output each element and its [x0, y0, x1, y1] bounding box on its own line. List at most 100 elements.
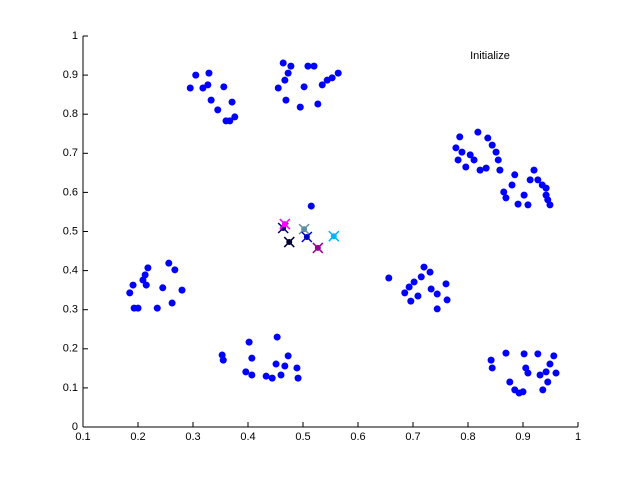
point	[279, 59, 287, 67]
point	[470, 156, 478, 164]
point	[296, 103, 304, 111]
point	[168, 299, 176, 307]
centroid-cross	[328, 230, 340, 242]
y-tick-label: 1	[72, 30, 78, 42]
point	[314, 100, 322, 108]
x-tick-label: 0.6	[350, 431, 365, 443]
point	[524, 201, 532, 209]
point	[405, 283, 413, 291]
point	[458, 148, 466, 156]
x-tick-label: 0.2	[130, 431, 145, 443]
point	[220, 83, 228, 91]
point	[482, 164, 490, 172]
point	[294, 374, 302, 382]
point	[165, 259, 173, 267]
point	[550, 352, 558, 360]
point	[488, 364, 496, 372]
y-tick-label: 0.7	[63, 147, 78, 159]
point	[474, 128, 482, 136]
point	[385, 274, 393, 282]
point	[204, 81, 212, 89]
point	[552, 369, 560, 377]
point	[242, 368, 250, 376]
x-tick-label: 0.3	[185, 431, 200, 443]
point	[443, 296, 451, 304]
point	[494, 156, 502, 164]
x-tick-label: 0.7	[405, 431, 420, 443]
point	[420, 263, 428, 271]
point	[526, 176, 534, 184]
point	[307, 202, 315, 210]
point	[519, 388, 527, 396]
point	[304, 62, 312, 70]
point	[488, 141, 496, 149]
point	[248, 354, 256, 362]
point	[414, 292, 422, 300]
x-tick-label: 0.8	[460, 431, 475, 443]
centroid-cross	[312, 242, 324, 254]
point	[144, 264, 152, 272]
point	[410, 278, 418, 286]
point	[334, 69, 342, 77]
point	[214, 106, 222, 114]
point	[546, 360, 554, 368]
y-tick-label: 0.3	[63, 304, 78, 316]
point	[268, 374, 276, 382]
point	[284, 69, 292, 77]
y-tick-label: 0.1	[63, 382, 78, 394]
point	[159, 284, 167, 292]
x-tick-label: 0.1	[75, 431, 90, 443]
point	[300, 83, 308, 91]
y-tick-label: 0.9	[63, 69, 78, 81]
point	[207, 96, 215, 104]
point	[536, 371, 544, 379]
point	[433, 305, 441, 313]
point	[508, 181, 516, 189]
point	[310, 62, 318, 70]
point	[293, 364, 301, 372]
point	[542, 184, 550, 192]
point	[506, 378, 514, 386]
point	[452, 144, 460, 152]
point	[186, 84, 194, 92]
point	[546, 201, 554, 209]
x-tick-label: 1	[575, 431, 581, 443]
point	[226, 117, 234, 125]
point	[514, 200, 522, 208]
point	[433, 290, 441, 298]
point	[287, 62, 295, 70]
point	[484, 134, 492, 142]
point	[281, 76, 289, 84]
point	[502, 194, 510, 202]
point	[539, 386, 547, 394]
point	[407, 297, 415, 305]
point	[496, 166, 504, 174]
point	[277, 371, 285, 379]
point	[530, 166, 538, 174]
point	[500, 188, 508, 196]
point	[487, 356, 495, 364]
point	[282, 96, 290, 104]
point	[454, 156, 462, 164]
x-tick-label: 0.4	[240, 431, 255, 443]
centroid-cross	[283, 236, 295, 248]
point	[205, 69, 213, 77]
point	[262, 372, 270, 380]
x-tick-label: 0.5	[295, 431, 310, 443]
point	[245, 338, 253, 346]
point	[328, 74, 336, 82]
point	[542, 368, 550, 376]
point	[129, 281, 137, 289]
point	[284, 352, 292, 360]
centroid-cross	[298, 223, 310, 235]
y-tick-label: 0.6	[63, 186, 78, 198]
point	[426, 268, 434, 276]
point	[427, 285, 435, 293]
point	[142, 281, 150, 289]
point	[178, 286, 186, 294]
point	[153, 304, 161, 312]
point	[318, 81, 326, 89]
point	[524, 369, 532, 377]
